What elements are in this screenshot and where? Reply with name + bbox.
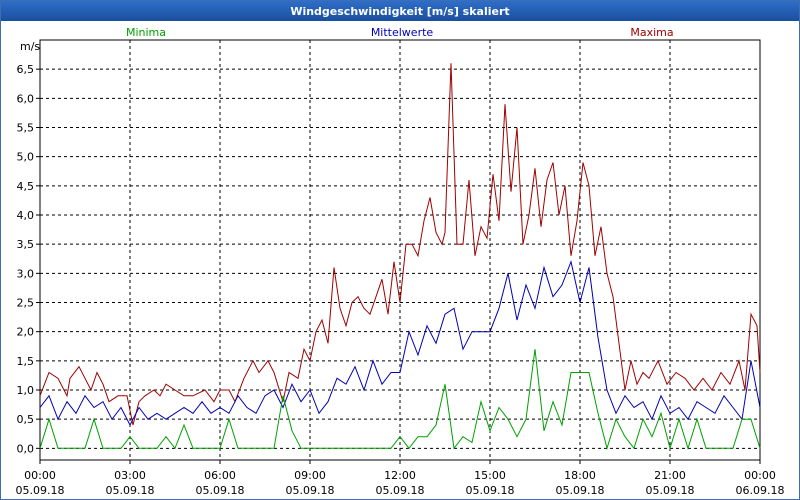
- x-tick-label-time: 21:00: [654, 469, 686, 482]
- x-tick-label-date: 05.09.18: [286, 484, 335, 497]
- x-tick-label-date: 05.09.18: [196, 484, 245, 497]
- y-tick-label: 0,0: [17, 442, 35, 455]
- x-tick-label-time: 00:00: [744, 469, 776, 482]
- series-line-maxima: [39, 63, 761, 426]
- y-tick-label: 0,5: [17, 413, 35, 426]
- y-tick-label: 6,0: [17, 92, 35, 105]
- y-tick-label: 5,0: [17, 151, 35, 164]
- window-title: Windgeschwindigkeit [m/s] skaliert: [1, 1, 799, 21]
- x-tick-label-time: 18:00: [564, 469, 596, 482]
- y-tick-label: 1,5: [17, 355, 35, 368]
- x-tick-label-time: 06:00: [204, 469, 236, 482]
- legend-minima: Minima: [126, 26, 166, 39]
- x-tick-label-time: 12:00: [384, 469, 416, 482]
- y-tick-label: 2,5: [17, 297, 35, 310]
- x-tick-label-date: 05.09.18: [106, 484, 155, 497]
- y-tick-label: 3,0: [17, 267, 35, 280]
- y-tick-label: 4,5: [17, 180, 35, 193]
- x-tick-label-date: 05.09.18: [466, 484, 515, 497]
- y-tick-label: 3,5: [17, 238, 35, 251]
- legend-mean: Mittelwerte: [371, 26, 434, 39]
- y-tick-label: 4,0: [17, 209, 35, 222]
- y-tick-label: 6,5: [17, 63, 35, 76]
- x-tick-label-date: 05.09.18: [556, 484, 605, 497]
- x-tick-label-date: 05.09.18: [646, 484, 695, 497]
- y-axis-label: m/s: [20, 40, 40, 53]
- y-tick-label: 2,0: [17, 326, 35, 339]
- plot-area-frame: [39, 39, 761, 461]
- x-tick-label-date: 05.09.18: [16, 484, 65, 497]
- x-tick-label-date: 05.09.18: [376, 484, 425, 497]
- x-tick-label-date: 06.09.18: [736, 484, 785, 497]
- series-line-minima: [39, 349, 761, 451]
- x-tick-label-time: 09:00: [294, 469, 326, 482]
- y-tick-label: 5,5: [17, 122, 35, 135]
- x-tick-label-time: 15:00: [474, 469, 506, 482]
- y-tick-label: 1,0: [17, 384, 35, 397]
- x-tick-label-time: 03:00: [114, 469, 146, 482]
- series-line-mean: [39, 259, 761, 427]
- legend-maxima: Maxima: [630, 26, 673, 39]
- x-tick-label-time: 00:00: [24, 469, 56, 482]
